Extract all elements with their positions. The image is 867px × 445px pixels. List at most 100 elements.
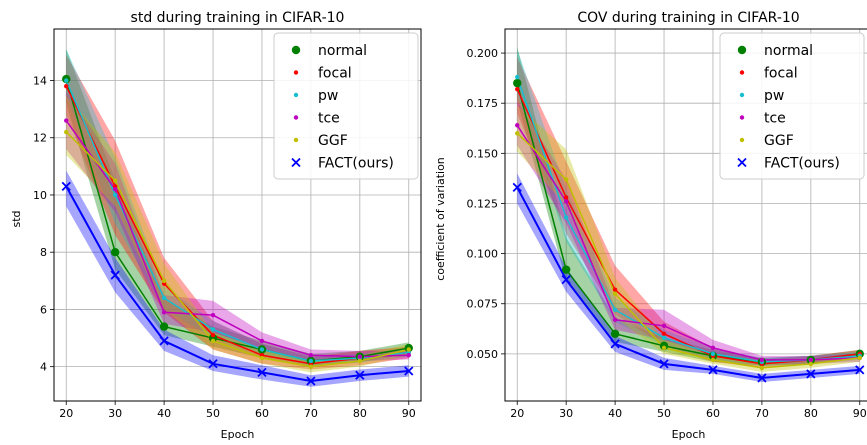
- point-tce: [661, 323, 667, 328]
- point-GGF: [357, 358, 363, 364]
- point-pw: [710, 351, 716, 357]
- y-tick-label: 0.150: [467, 147, 499, 160]
- x-tick-label: 80: [804, 407, 818, 420]
- chart-cov: COV during training in CIFAR-10 Epoch co…: [434, 10, 867, 441]
- point-tce: [308, 353, 314, 358]
- point-tce: [210, 312, 216, 318]
- x-tick-label: 90: [402, 407, 416, 420]
- x-tick-label: 80: [353, 407, 367, 420]
- legend-label: GGF: [318, 133, 348, 149]
- point-pw: [308, 358, 314, 364]
- point-tce: [563, 199, 569, 204]
- legend-label: normal: [764, 43, 813, 59]
- legend-label: tce: [764, 111, 786, 127]
- point-FACT(ours): [512, 182, 522, 193]
- y-tick-label: 14: [33, 75, 47, 88]
- point-GGF: [710, 357, 716, 363]
- legend-marker-pw: [293, 92, 299, 98]
- point-normal: [208, 333, 218, 343]
- y-tick-label: 0.175: [467, 97, 499, 110]
- y-tick-label: 8: [40, 246, 47, 259]
- point-focal: [64, 84, 69, 89]
- point-pw: [64, 78, 69, 83]
- legend: normal focal pw tce GGF FACT(ours): [273, 32, 419, 180]
- point-normal: [610, 329, 620, 339]
- x-axis-label: Epoch: [672, 428, 706, 441]
- band-tce: [517, 101, 860, 364]
- point-GGF: [308, 364, 314, 369]
- x-tick-label: 70: [755, 407, 769, 420]
- legend-box: [719, 32, 865, 180]
- point-GGF: [759, 365, 765, 371]
- legend-label: FACT(ours): [318, 156, 394, 172]
- point-normal: [561, 265, 571, 274]
- series-line-GGF: [516, 132, 860, 369]
- band-GGF: [517, 105, 860, 372]
- point-FACT(ours): [61, 181, 71, 192]
- point-FACT(ours): [757, 373, 767, 383]
- x-tick-label: 50: [206, 407, 220, 420]
- legend-marker-FACT(ours): [737, 157, 747, 168]
- point-normal: [110, 248, 120, 257]
- legend-label: pw: [318, 88, 338, 104]
- band-focal: [66, 54, 409, 370]
- legend-marker-normal: [737, 45, 747, 55]
- point-focal: [210, 332, 216, 338]
- legend-label: focal: [764, 66, 798, 82]
- legend-marker-normal: [291, 45, 301, 55]
- x-tick-label: 40: [608, 407, 622, 420]
- legend-marker-GGF: [739, 137, 745, 143]
- band-GGF: [66, 94, 409, 373]
- legend-marker-GGF: [293, 137, 299, 143]
- x-axis-label: Epoch: [221, 428, 255, 441]
- point-pw: [259, 347, 265, 352]
- series-line-FACT(ours): [516, 186, 860, 379]
- point-tce: [161, 310, 167, 315]
- point-tce: [808, 357, 814, 363]
- point-FACT(ours): [855, 365, 865, 375]
- point-focal: [515, 86, 520, 92]
- series-layer: [512, 47, 865, 383]
- point-pw: [210, 327, 216, 332]
- y-tick-label: 10: [33, 189, 47, 202]
- x-tick-label: 30: [559, 407, 573, 420]
- point-tce: [515, 123, 520, 128]
- band-tce: [66, 91, 409, 361]
- y-tick-label: 0.125: [467, 197, 499, 210]
- point-GGF: [857, 355, 862, 361]
- legend-label: pw: [764, 88, 784, 104]
- band-normal: [66, 49, 409, 367]
- point-FACT(ours): [659, 359, 669, 369]
- point-pw: [112, 192, 118, 198]
- point-FACT(ours): [257, 367, 267, 378]
- legend-label: normal: [318, 43, 367, 59]
- x-tick-label: 50: [657, 407, 671, 420]
- x-tick-label: 90: [853, 407, 867, 420]
- y-tick-label: 0.100: [467, 248, 499, 261]
- series-line-tce: [65, 120, 409, 358]
- series-line-normal: [65, 78, 409, 362]
- point-GGF: [210, 338, 216, 344]
- axes-frame: [504, 28, 867, 402]
- series-line-pw: [65, 80, 409, 362]
- point-GGF: [161, 278, 167, 284]
- point-focal: [661, 331, 667, 337]
- legend-label: focal: [318, 66, 352, 82]
- y-axis-label: std: [10, 210, 23, 227]
- axes-frame: [53, 28, 422, 402]
- legend-label: GGF: [764, 133, 794, 149]
- legend-marker-focal: [293, 70, 299, 75]
- point-FACT(ours): [404, 366, 414, 376]
- point-normal: [159, 322, 169, 331]
- point-FACT(ours): [110, 270, 120, 280]
- y-tick-label: 0.200: [467, 47, 499, 60]
- point-tce: [64, 118, 69, 123]
- band-pw: [66, 49, 409, 366]
- point-FACT(ours): [208, 359, 218, 369]
- point-GGF: [259, 355, 265, 361]
- point-pw: [612, 307, 618, 312]
- band-FACT(ours): [517, 173, 860, 382]
- chart-std: std during training in CIFAR-10 Epoch st…: [10, 10, 422, 441]
- point-GGF: [808, 361, 814, 367]
